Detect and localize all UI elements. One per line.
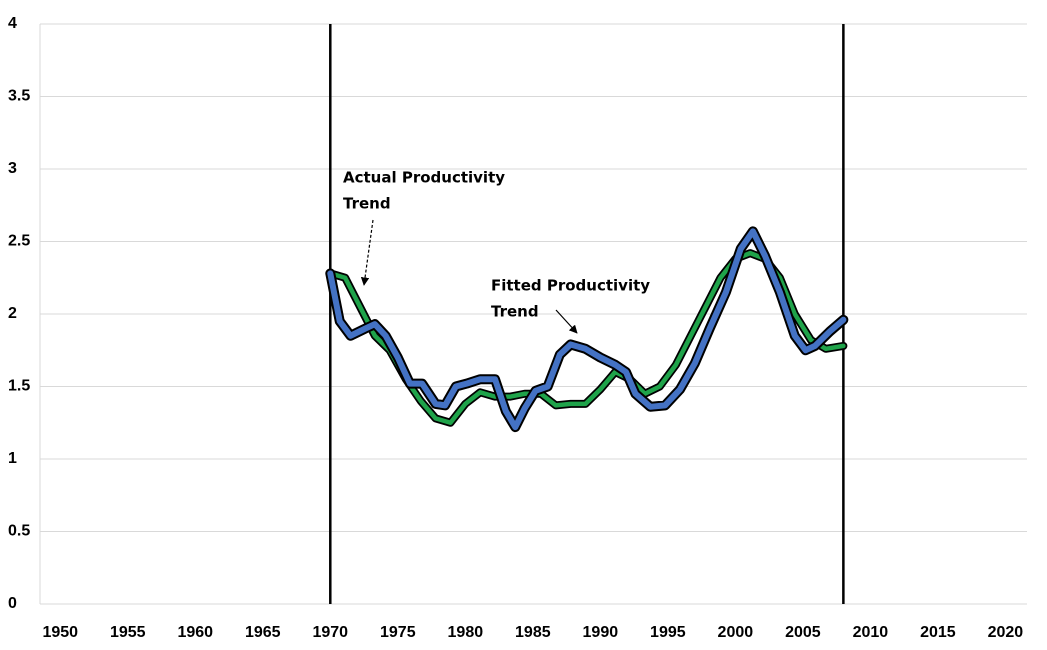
y-tick-label: 1.5 bbox=[8, 378, 30, 395]
annotation: Trend bbox=[343, 195, 391, 213]
y-tick-label: 1 bbox=[8, 450, 17, 467]
x-tick-label: 1980 bbox=[448, 624, 484, 641]
annotation: Trend bbox=[491, 303, 539, 321]
x-tick-label: 1950 bbox=[42, 624, 78, 641]
annotation-arrow bbox=[555, 309, 578, 334]
x-tick-label: 1970 bbox=[312, 624, 348, 641]
y-tick-label: 3 bbox=[8, 160, 17, 177]
annotation: Actual Productivity bbox=[343, 169, 505, 187]
y-tick-label: 2 bbox=[8, 305, 17, 322]
y-tick-label: 3.5 bbox=[8, 88, 30, 105]
y-tick-label: 2.5 bbox=[8, 233, 30, 250]
x-tick-label: 1990 bbox=[583, 624, 619, 641]
x-tick-label: 1995 bbox=[650, 624, 686, 641]
line bbox=[327, 228, 847, 431]
annotation-arrow bbox=[360, 219, 374, 286]
y-tick-label: 0 bbox=[8, 595, 17, 612]
line bbox=[328, 250, 846, 425]
x-tick-label: 1960 bbox=[177, 624, 213, 641]
y-tick-label: 0.5 bbox=[8, 523, 30, 540]
x-tick-label: 2015 bbox=[920, 624, 956, 641]
x-tick-label: 1985 bbox=[515, 624, 551, 641]
x-tick-label: 1955 bbox=[110, 624, 146, 641]
annotation: Fitted Productivity bbox=[491, 277, 650, 295]
x-tick-label: 1965 bbox=[245, 624, 281, 641]
y-tick-label: 4 bbox=[8, 15, 17, 32]
x-tick-label: 2005 bbox=[785, 624, 821, 641]
x-tick-label: 2010 bbox=[853, 624, 889, 641]
x-tick-label: 1975 bbox=[380, 624, 416, 641]
x-tick-label: 2000 bbox=[718, 624, 754, 641]
x-tick-label: 2020 bbox=[988, 624, 1024, 641]
